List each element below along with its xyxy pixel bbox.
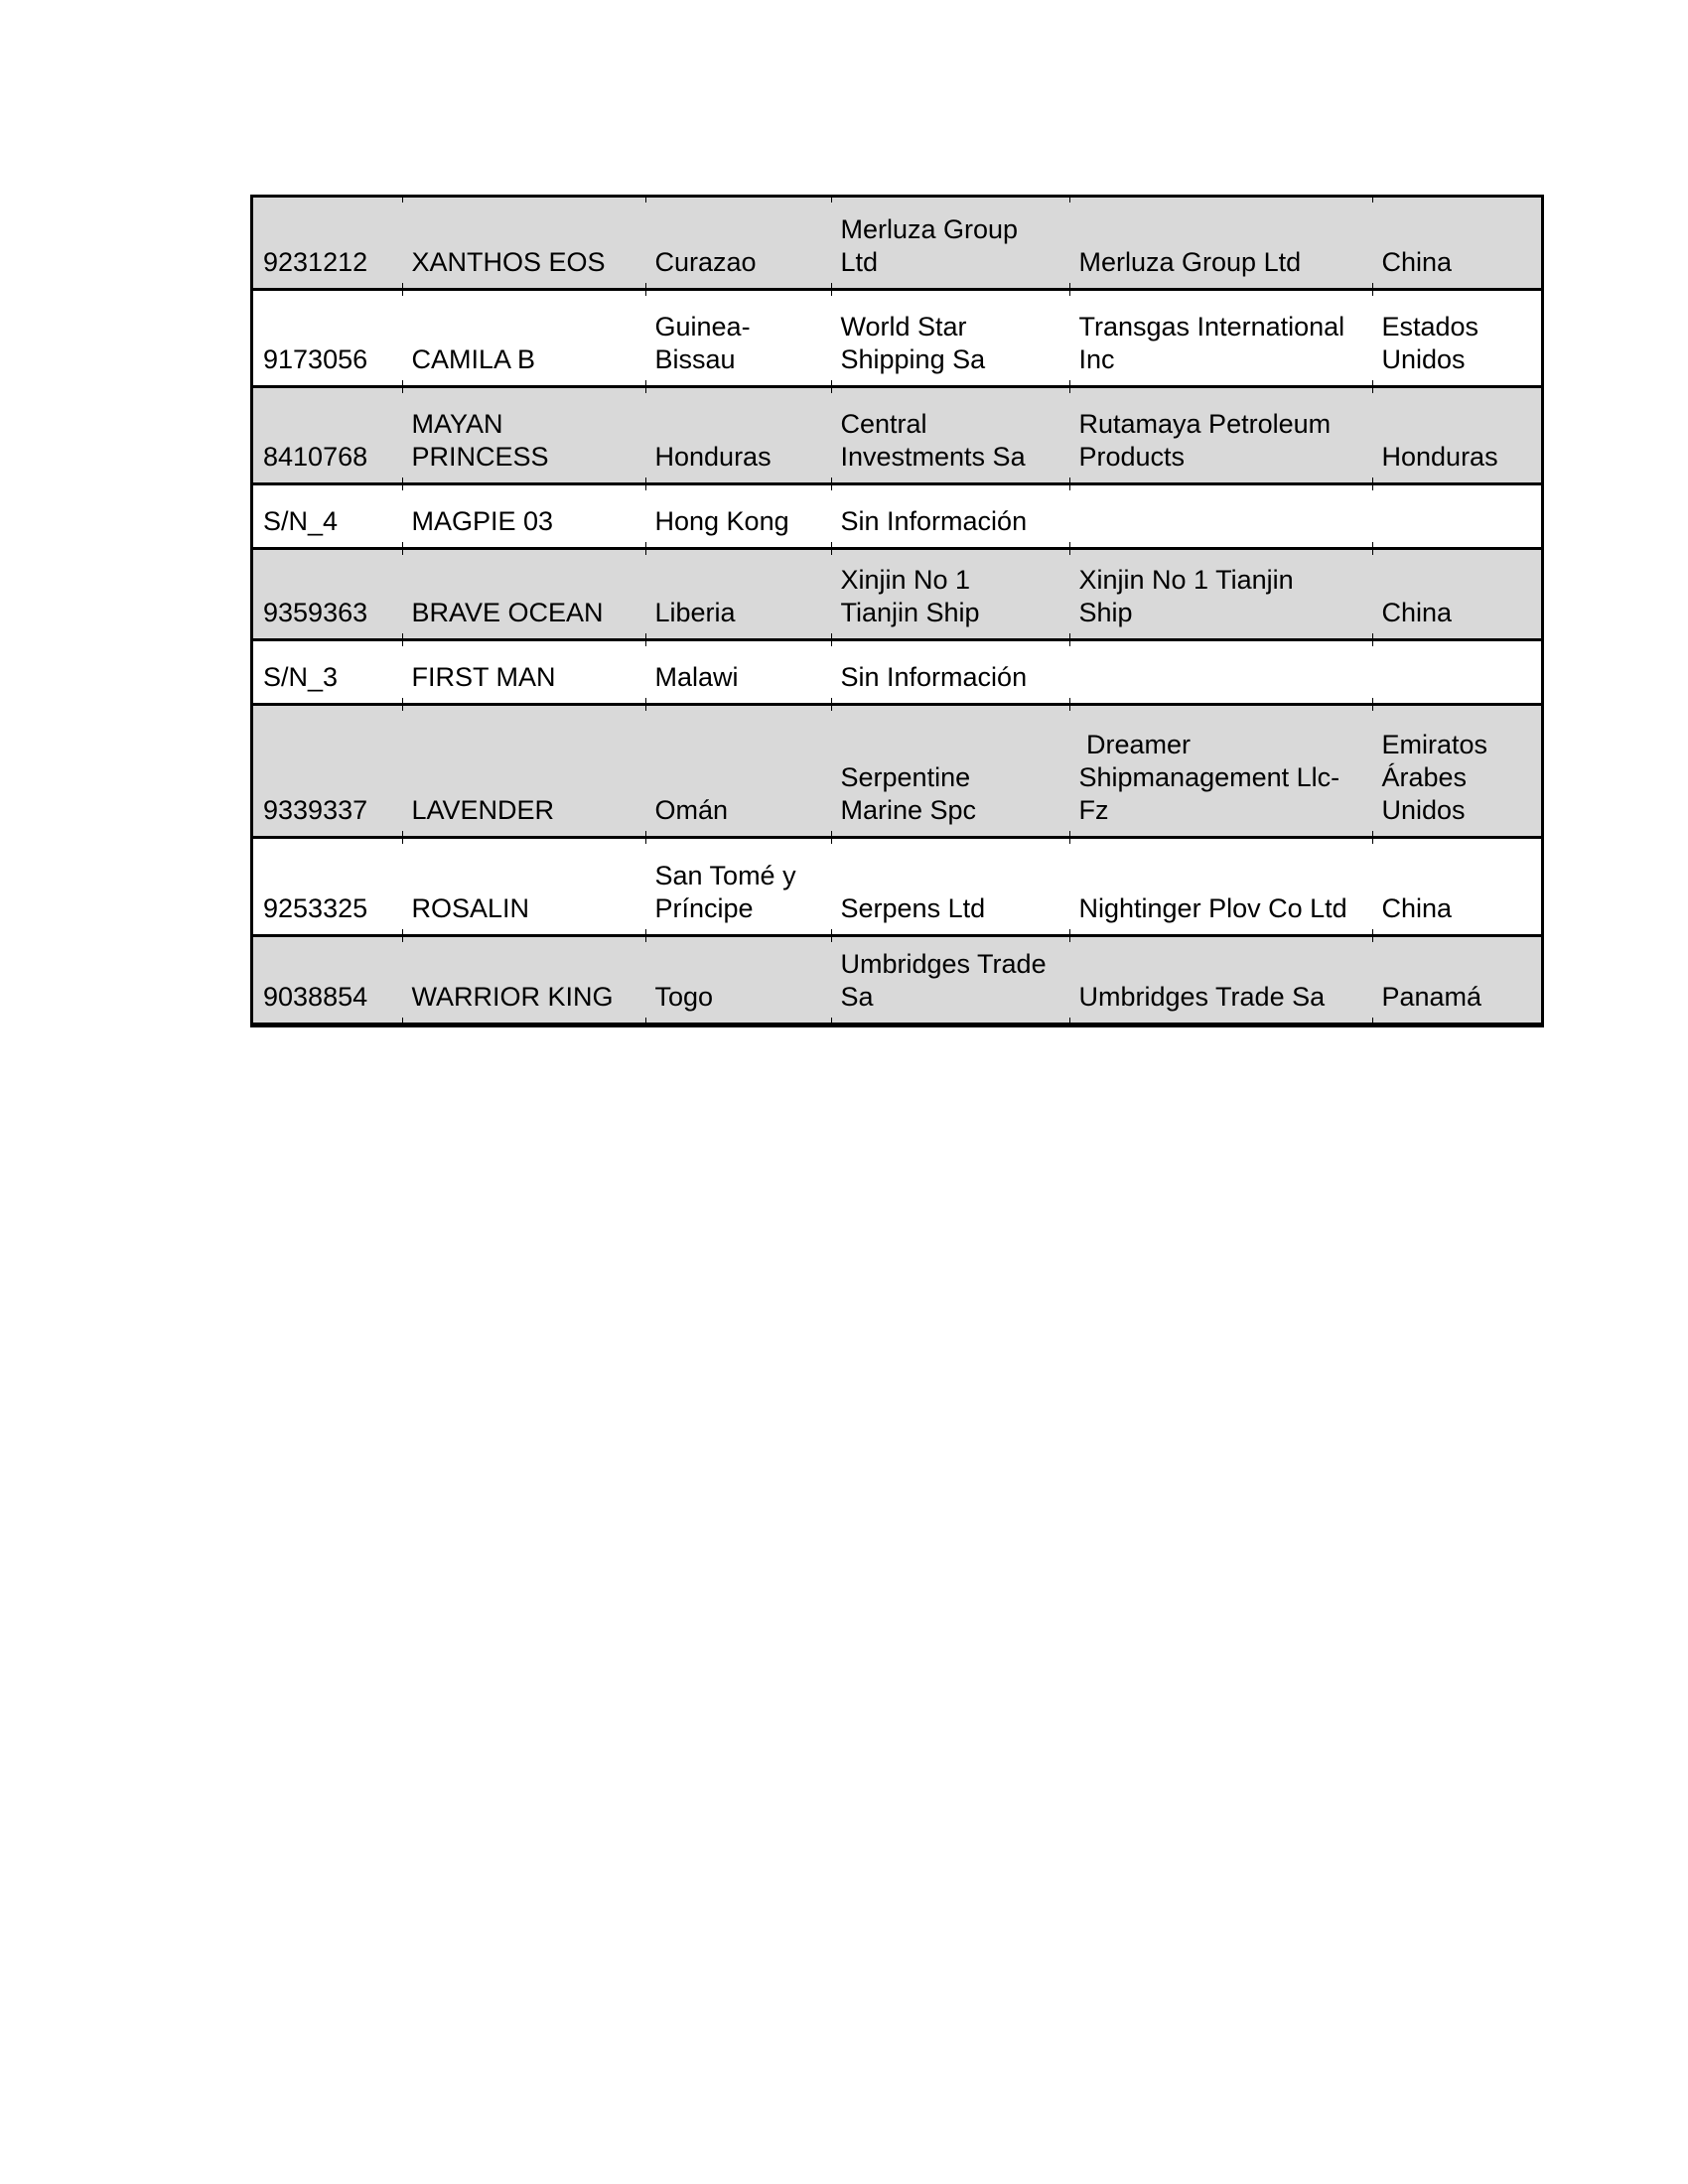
cell-imo-number: 9173056 — [251, 289, 402, 387]
cell-manager: Serpens Ltd — [830, 837, 1069, 936]
cell-country: China — [1371, 548, 1543, 640]
cell-country: China — [1371, 196, 1543, 290]
cell-imo-number: S/N_3 — [251, 639, 402, 705]
cell-flag: Curazao — [644, 196, 831, 290]
cell-country: Honduras — [1371, 386, 1543, 484]
cell-flag: Guinea- Bissau — [644, 289, 831, 387]
table-row: S/N_3 FIRST MAN Malawi Sin Información — [251, 639, 1543, 705]
cell-vessel-name: CAMILA B — [401, 289, 645, 387]
cell-owner: Transgas International Inc — [1068, 289, 1372, 387]
cell-owner: Dreamer Shipmanagement Llc- Fz — [1068, 704, 1372, 838]
cell-manager: Central Investments Sa — [830, 386, 1069, 484]
table-row: 9339337 LAVENDER Omán Serpentine Marine … — [251, 704, 1543, 838]
cell-country — [1371, 483, 1543, 549]
cell-manager: Serpentine Marine Spc — [830, 704, 1069, 838]
cell-flag: Hong Kong — [644, 483, 831, 549]
cell-flag: San Tomé y Príncipe — [644, 837, 831, 936]
cell-imo-number: 9038854 — [251, 935, 402, 1025]
cell-imo-number: 9359363 — [251, 548, 402, 640]
table-row: 9231212 XANTHOS EOS Curazao Merluza Grou… — [251, 196, 1543, 290]
cell-flag: Omán — [644, 704, 831, 838]
cell-vessel-name: WARRIOR KING — [401, 935, 645, 1025]
vessels-table: 9231212 XANTHOS EOS Curazao Merluza Grou… — [250, 195, 1544, 1027]
cell-vessel-name: XANTHOS EOS — [401, 196, 645, 290]
cell-owner — [1068, 483, 1372, 549]
cell-manager: Xinjin No 1 Tianjin Ship — [830, 548, 1069, 640]
table-row: 9359363 BRAVE OCEAN Liberia Xinjin No 1 … — [251, 548, 1543, 640]
cell-vessel-name: LAVENDER — [401, 704, 645, 838]
cell-vessel-name: ROSALIN — [401, 837, 645, 936]
cell-owner: Xinjin No 1 Tianjin Ship — [1068, 548, 1372, 640]
cell-flag: Honduras — [644, 386, 831, 484]
cell-vessel-name: MAYAN PRINCESS — [401, 386, 645, 484]
cell-imo-number: 9231212 — [251, 196, 402, 290]
cell-manager: Merluza Group Ltd — [830, 196, 1069, 290]
cell-owner: Merluza Group Ltd — [1068, 196, 1372, 290]
cell-country: China — [1371, 837, 1543, 936]
cell-vessel-name: MAGPIE 03 — [401, 483, 645, 549]
cell-imo-number: 8410768 — [251, 386, 402, 484]
cell-manager: Umbridges Trade Sa — [830, 935, 1069, 1025]
cell-flag: Togo — [644, 935, 831, 1025]
cell-country: Emiratos Árabes Unidos — [1371, 704, 1543, 838]
cell-imo-number: 9339337 — [251, 704, 402, 838]
cell-manager: World Star Shipping Sa — [830, 289, 1069, 387]
cell-imo-number: S/N_4 — [251, 483, 402, 549]
cell-country: Estados Unidos — [1371, 289, 1543, 387]
cell-vessel-name: FIRST MAN — [401, 639, 645, 705]
cell-vessel-name: BRAVE OCEAN — [401, 548, 645, 640]
cell-owner: Rutamaya Petroleum Products — [1068, 386, 1372, 484]
cell-country — [1371, 639, 1543, 705]
table-row: S/N_4 MAGPIE 03 Hong Kong Sin Informació… — [251, 483, 1543, 549]
cell-owner: Umbridges Trade Sa — [1068, 935, 1372, 1025]
cell-manager: Sin Información — [830, 483, 1069, 549]
cell-manager: Sin Información — [830, 639, 1069, 705]
table-row: 9253325 ROSALIN San Tomé y Príncipe Serp… — [251, 837, 1543, 936]
cell-flag: Liberia — [644, 548, 831, 640]
cell-owner — [1068, 639, 1372, 705]
cell-owner: Nightinger Plov Co Ltd — [1068, 837, 1372, 936]
table-row: 9038854 WARRIOR KING Togo Umbridges Trad… — [251, 935, 1543, 1025]
cell-imo-number: 9253325 — [251, 837, 402, 936]
table-row: 9173056 CAMILA B Guinea- Bissau World St… — [251, 289, 1543, 387]
cell-flag: Malawi — [644, 639, 831, 705]
table-row: 8410768 MAYAN PRINCESS Honduras Central … — [251, 386, 1543, 484]
cell-country: Panamá — [1371, 935, 1543, 1025]
